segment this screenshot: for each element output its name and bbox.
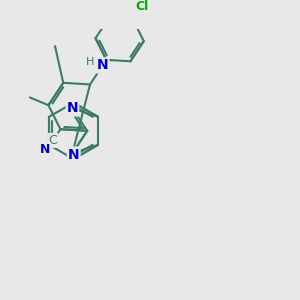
Text: N: N	[97, 58, 108, 72]
Text: C: C	[49, 134, 57, 147]
Text: N: N	[40, 143, 50, 156]
Text: H: H	[86, 57, 95, 67]
Text: N: N	[68, 148, 80, 162]
Text: N: N	[67, 101, 78, 116]
Text: Cl: Cl	[135, 0, 148, 13]
